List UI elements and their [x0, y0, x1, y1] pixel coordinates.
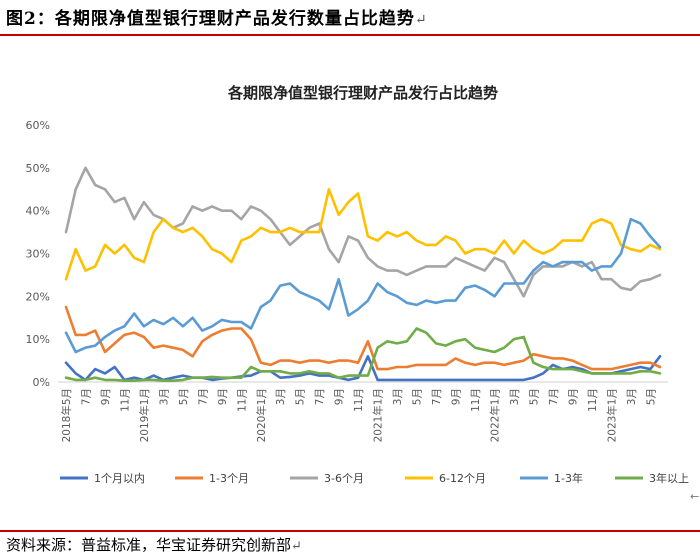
line-chart: 各期限净值型银行理财产品发行占比趋势 0% 10% 20% 30% 40% 50% 60% 20… — [26, 84, 689, 485]
y-tick-label: 10% — [26, 333, 50, 346]
source-note: 资料来源：普益标准，华宝证券研究创新部↵ — [6, 534, 302, 555]
series-line — [64, 217, 662, 354]
legend-label: 1个月以内 — [94, 471, 145, 485]
x-tick-label: 5月 — [412, 388, 424, 405]
figure-title-text: 图2：各期限净值型银行理财产品发行数量占比趋势 — [6, 9, 415, 29]
y-tick-label: 0% — [33, 376, 50, 389]
series-line — [64, 188, 662, 281]
bottom-rule — [0, 530, 700, 532]
y-tick-label: 60% — [26, 119, 50, 132]
x-tick-label: 9月 — [567, 388, 579, 405]
x-tick-label: 2019年1月 — [138, 388, 151, 442]
x-tick-label: 7月 — [197, 388, 209, 405]
figure-title: 图2：各期限净值型银行理财产品发行数量占比趋势↵ — [6, 4, 428, 29]
legend-label: 1-3年 — [554, 471, 583, 485]
x-tick-label: 2023年1月 — [605, 388, 618, 442]
y-tick-label: 20% — [26, 290, 50, 303]
x-tick-label: 5月 — [528, 388, 540, 405]
x-tick-label: 2018年5月 — [60, 388, 73, 442]
source-text: 资料来源：普益标准，华宝证券研究创新部 — [6, 536, 292, 554]
corner-arrow-icon: ← — [690, 490, 700, 503]
x-tick-label: 3月 — [158, 388, 170, 405]
x-tick-label: 11月 — [236, 388, 248, 412]
x-tick-label: 9月 — [217, 388, 229, 405]
x-tick-label: 3月 — [275, 388, 287, 405]
legend-label: 6-12个月 — [439, 472, 486, 485]
x-tick-label: 7月 — [431, 388, 443, 405]
series-line — [64, 305, 662, 371]
x-tick-label: 9月 — [334, 388, 346, 405]
x-tick-label: 7月 — [80, 388, 92, 405]
legend-label: 1-3个月 — [209, 472, 249, 485]
y-tick-label: 30% — [26, 248, 50, 261]
return-mark-icon: ↵ — [291, 539, 302, 554]
x-tick-label: 7月 — [548, 388, 560, 405]
x-tick-label: 2022年1月 — [488, 388, 501, 442]
x-tick-label: 3月 — [626, 388, 638, 405]
x-tick-label: 5月 — [645, 388, 657, 405]
legend-label: 3-6个月 — [324, 472, 364, 485]
x-tick-label: 5月 — [295, 388, 307, 405]
x-tick-label: 9月 — [100, 388, 112, 405]
top-rule — [0, 34, 700, 36]
x-tick-label: 3月 — [392, 388, 404, 405]
chart-title: 各期限净值型银行理财产品发行占比趋势 — [227, 84, 498, 102]
x-tick-label: 3月 — [509, 388, 521, 405]
x-tick-label: 2020年1月 — [255, 388, 268, 442]
x-tick-label: 5月 — [178, 388, 190, 405]
series-line — [64, 327, 662, 383]
y-tick-label: 50% — [26, 162, 50, 175]
x-tick-label: 7月 — [314, 388, 326, 405]
x-tick-label: 9月 — [451, 388, 463, 405]
x-tick-label: 11月 — [470, 388, 482, 412]
y-tick-label: 40% — [26, 205, 50, 218]
x-tick-label: 11月 — [353, 388, 365, 412]
legend-label: 3年以上 — [649, 471, 689, 485]
return-mark-icon: ↵ — [414, 12, 428, 28]
x-tick-label: 11月 — [587, 388, 599, 412]
x-tick-label: 2021年1月 — [372, 388, 385, 442]
x-tick-label: 11月 — [119, 388, 131, 412]
